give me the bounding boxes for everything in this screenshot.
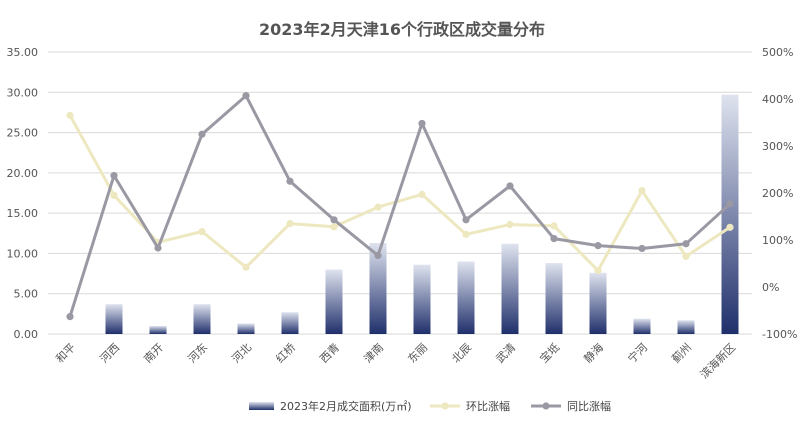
x-tick-label: 河西 [97, 341, 122, 366]
series-point [242, 92, 250, 100]
series-point [286, 219, 294, 228]
series-point [726, 200, 734, 208]
x-axis: 和平 河西 南开 河东 河北 红桥 西青 津南 东丽 北辰 武清 宝坻 静海 宁河 蓟州 滨海新区 [53, 340, 738, 381]
series-point [550, 222, 558, 230]
y-right-tick-label: 500% [762, 46, 793, 59]
series-point [330, 223, 338, 231]
series-point [726, 223, 734, 231]
bar-series [105, 94, 739, 335]
bar [325, 269, 343, 334]
series-point [330, 216, 338, 224]
series-line [68, 114, 731, 273]
x-tick-label: 东丽 [405, 341, 430, 366]
series-point [198, 130, 206, 138]
x-tick-label: 红桥 [273, 341, 298, 366]
y-left-tick-label: 20.00 [7, 167, 39, 180]
series-point [110, 172, 118, 180]
bar [457, 261, 475, 334]
legend: 2023年2月成交面积(万㎡) 环比涨幅 同比涨幅 [249, 399, 611, 413]
y-left-tick-label: 30.00 [7, 86, 39, 99]
series-point [66, 313, 74, 321]
series-point [110, 191, 118, 199]
chart-title: 2023年2月天津16个行政区成交量分布 [259, 20, 545, 39]
series-point [154, 244, 162, 252]
x-tick-label: 静海 [581, 340, 606, 365]
series-point [286, 177, 294, 185]
y-left-tick-label: 35.00 [7, 46, 39, 59]
series-point [198, 227, 206, 236]
y-right-tick-label: 300% [762, 140, 793, 153]
series-point [506, 220, 514, 229]
series-point [594, 242, 602, 250]
legend-swatch-marker [542, 402, 550, 410]
y-left-tick-label: 15.00 [7, 207, 39, 220]
bar [721, 94, 739, 335]
bar [413, 264, 431, 334]
series-line [68, 94, 732, 318]
bar [281, 312, 299, 334]
legend-label: 环比涨幅 [466, 400, 510, 413]
series-point [418, 119, 426, 128]
bar [677, 320, 695, 334]
series-point [462, 230, 470, 238]
series-point [418, 190, 426, 199]
x-tick-label: 宝坻 [537, 340, 562, 365]
x-tick-label: 蓟州 [669, 341, 694, 366]
bar [149, 325, 167, 334]
series-point [594, 266, 602, 275]
series-point [682, 240, 690, 248]
bar [589, 272, 607, 334]
x-tick-label: 津南 [361, 341, 386, 366]
series-point [682, 252, 690, 261]
legend-swatch-bar [249, 402, 274, 410]
series-point [638, 244, 646, 253]
x-tick-label: 和平 [53, 341, 78, 366]
y-right-tick-label: -100% [762, 328, 797, 341]
bar [105, 304, 123, 334]
x-tick-label: 河东 [185, 341, 210, 366]
x-tick-label: 宁河 [625, 340, 650, 365]
y-left-tick-label: 10.00 [7, 247, 39, 260]
series-point [462, 216, 470, 224]
series-point [374, 251, 382, 260]
legend-swatch-marker [441, 402, 449, 410]
bar [501, 243, 519, 334]
series-point [242, 263, 250, 271]
y-right-tick-label: 100% [762, 234, 793, 247]
y-right-tick-label: 0% [762, 281, 779, 294]
bar [633, 318, 651, 334]
y-right-tick-label: 400% [762, 93, 793, 106]
series-point [638, 187, 646, 195]
y-right-tick-label: 200% [762, 187, 793, 200]
series-point [506, 182, 514, 190]
y-left-tick-label: 5.00 [14, 288, 39, 301]
y-left-tick-label: 25.00 [7, 127, 39, 140]
bar [369, 242, 387, 334]
bar [545, 263, 563, 334]
line-series [66, 92, 734, 321]
series-point [550, 234, 558, 243]
x-tick-label: 南开 [141, 341, 166, 366]
series-point [66, 111, 74, 120]
y-left-tick-label: 0.00 [14, 328, 39, 341]
x-tick-label: 滨海新区 [697, 340, 738, 381]
x-tick-label: 北辰 [449, 341, 474, 366]
gridlines [48, 51, 752, 335]
x-tick-label: 河北 [229, 341, 254, 366]
bar [237, 323, 255, 334]
x-tick-label: 武清 [493, 341, 518, 366]
legend-label: 同比涨幅 [567, 400, 611, 413]
y-axis-left: 0.00 5.00 10.00 15.00 20.00 25.00 30.00 35.00 [7, 46, 39, 341]
y-axis-right: -100% 0% 100% 200% 300% 400% 500% [762, 46, 797, 341]
series-point [374, 203, 382, 211]
legend-label: 2023年2月成交面积(万㎡) [280, 399, 412, 413]
x-tick-label: 西青 [317, 341, 342, 366]
bar [193, 304, 211, 334]
